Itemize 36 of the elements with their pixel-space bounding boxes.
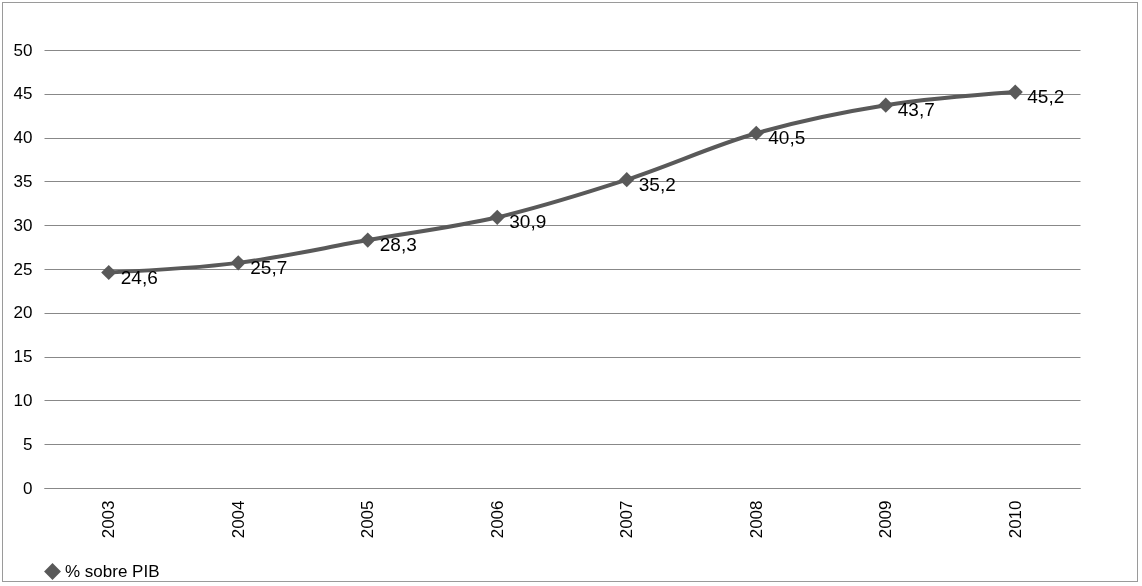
data-label: 43,7 <box>897 99 935 121</box>
x-tick-label: 2004 <box>228 500 248 539</box>
point <box>360 232 376 248</box>
data-label: 24,6 <box>120 266 158 288</box>
data-label: 45,2 <box>1027 86 1065 108</box>
x-tick-label: 2007 <box>617 500 637 539</box>
point <box>1007 84 1023 100</box>
x-tick-label: 2003 <box>99 500 119 539</box>
data-label: 30,9 <box>509 211 547 233</box>
point <box>489 209 505 225</box>
point <box>101 264 117 281</box>
point <box>748 125 764 141</box>
y-tick-label: 50 <box>13 40 33 60</box>
y-tick-label: 20 <box>13 303 33 323</box>
data-label: 35,2 <box>638 173 676 195</box>
point <box>878 97 894 113</box>
x-tick-label: 2006 <box>487 500 507 539</box>
x-tick-label: 2008 <box>746 500 766 539</box>
y-tick-label: 40 <box>13 128 33 148</box>
y-tick-label: 30 <box>13 215 33 235</box>
data-label: 28,3 <box>379 234 417 256</box>
legend-label: % sobre PIB <box>65 561 160 581</box>
data-label: 25,7 <box>250 256 288 278</box>
x-tick-label: 2010 <box>1005 500 1025 539</box>
y-tick-label: 25 <box>13 259 33 279</box>
point <box>230 255 246 271</box>
y-tick-label: 5 <box>23 434 33 454</box>
y-tick-label: 15 <box>13 347 33 367</box>
point <box>619 172 635 188</box>
x-tick-label: 2005 <box>358 500 378 539</box>
y-tick-label: 0 <box>23 478 33 498</box>
data-label: 40,5 <box>768 127 806 149</box>
y-tick-label: 35 <box>13 171 33 191</box>
y-tick-label: 45 <box>13 84 33 104</box>
y-tick-label: 10 <box>13 390 33 410</box>
x-tick-label: 2009 <box>876 500 896 539</box>
